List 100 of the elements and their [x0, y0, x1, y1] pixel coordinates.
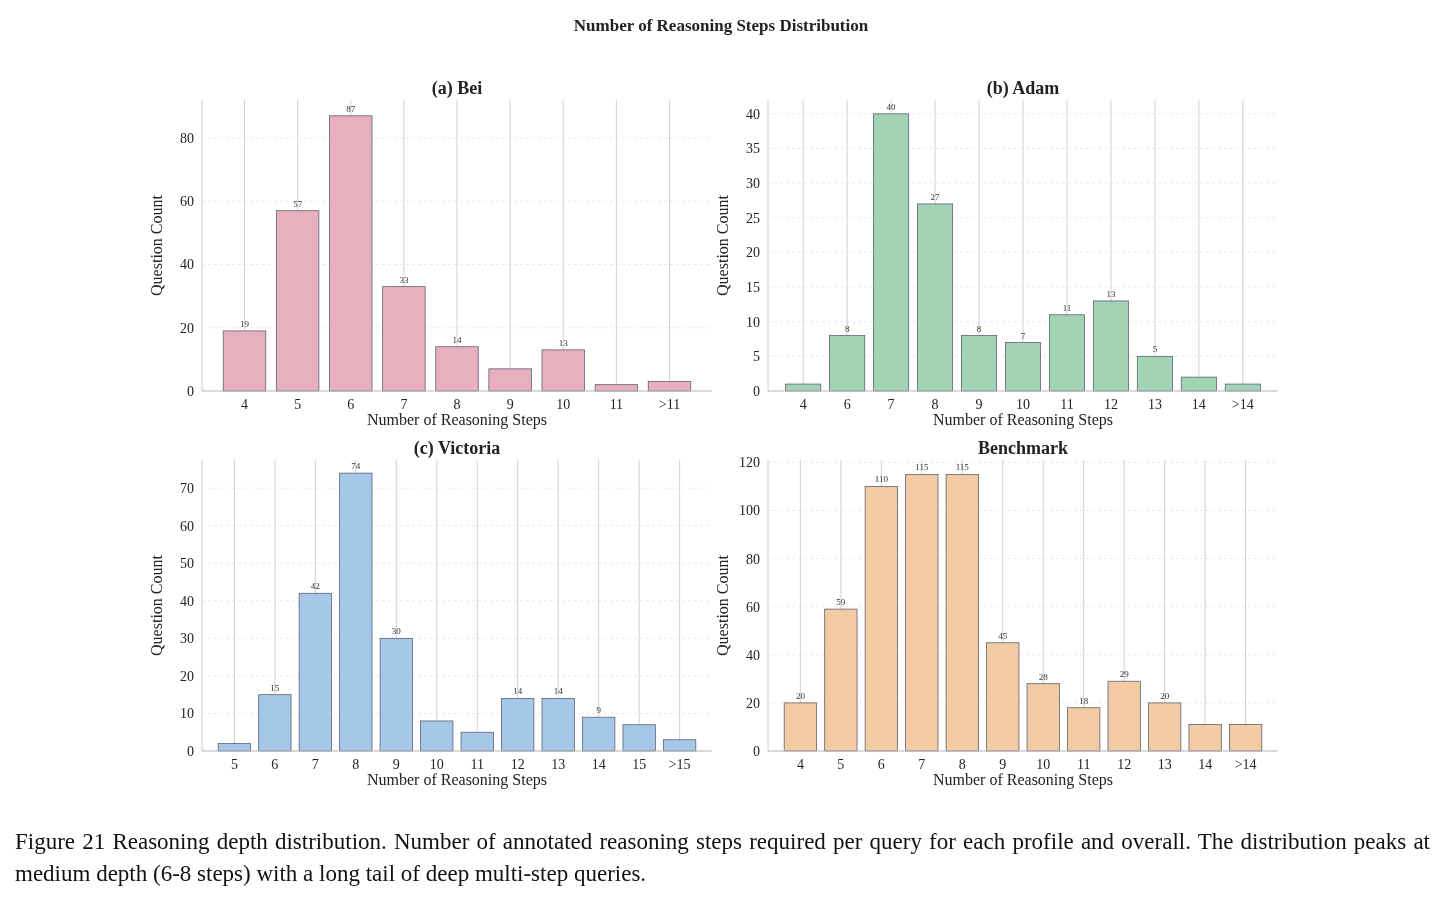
- x-tick-label: 5: [230, 757, 238, 772]
- x-tick-label: 14: [1198, 757, 1213, 772]
- bar: [961, 335, 998, 392]
- y-tick-label: 70: [180, 481, 194, 497]
- x-tick-label: 8: [931, 397, 939, 412]
- data-label: 8: [976, 323, 982, 334]
- bar: [329, 115, 373, 392]
- data-label: 28: [1038, 671, 1049, 682]
- bar: [986, 642, 1020, 752]
- data-label: 57: [293, 198, 303, 209]
- y-tick-label: 20: [180, 668, 194, 684]
- x-tick-label: 12: [1103, 397, 1118, 412]
- data-label: 15: [270, 682, 280, 693]
- x-tick-label: 10: [429, 757, 444, 772]
- x-tick-label: 5: [294, 397, 302, 412]
- x-tick-label: >14: [1231, 397, 1254, 412]
- x-tick-label: 6: [347, 397, 355, 412]
- bar: [1067, 707, 1101, 752]
- x-tick-label: 12: [1117, 757, 1132, 772]
- bar: [1136, 355, 1173, 392]
- bar: [1048, 314, 1085, 392]
- data-label: 115: [955, 462, 970, 473]
- data-label: 13: [1106, 288, 1116, 299]
- text: Number of Reasoning Steps Distribution: [573, 16, 869, 35]
- x-tick-label: 7: [400, 397, 408, 412]
- bar: [1224, 383, 1261, 392]
- x-tick-label: 7: [311, 757, 319, 772]
- data-label: 14: [452, 334, 462, 345]
- x-tick-label: 10: [1036, 757, 1051, 772]
- chart-title: (b) Adam: [986, 78, 1060, 99]
- x-tick-label: 9: [975, 397, 983, 412]
- data-label: 42: [310, 581, 320, 592]
- x-axis-title: Number of Reasoning Steps: [933, 411, 1113, 429]
- data-label: 110: [874, 474, 889, 485]
- bar: [1026, 683, 1060, 752]
- data-label: 40: [886, 101, 897, 112]
- x-tick-label: 5: [837, 757, 845, 772]
- x-tick-label: 11: [470, 757, 484, 772]
- data-label: 11: [1062, 302, 1072, 313]
- y-tick-label: 80: [746, 551, 760, 567]
- x-tick-label: 4: [796, 757, 804, 772]
- bar: [435, 346, 479, 392]
- data-label: 115: [915, 462, 929, 473]
- data-label: 5: [1152, 344, 1158, 355]
- chart-title: (a) Bei: [431, 78, 483, 99]
- x-tick-label: 7: [887, 397, 895, 412]
- x-tick-label: >14: [1234, 757, 1257, 772]
- x-tick-label: 10: [556, 397, 571, 412]
- bar: [663, 739, 697, 752]
- bar: [501, 698, 535, 752]
- x-tick-label: 6: [271, 757, 279, 772]
- x-tick-label: 8: [958, 757, 966, 772]
- data-label: 33: [399, 274, 409, 285]
- bar: [379, 637, 413, 752]
- x-tick-label: >11: [658, 397, 681, 412]
- data-label: 30: [391, 626, 402, 637]
- y-tick-label: 20: [180, 320, 194, 336]
- x-tick-label: 6: [877, 757, 885, 772]
- data-label: 9: [596, 705, 602, 716]
- x-tick-label: 11: [1076, 757, 1091, 772]
- data-label: 20: [1160, 690, 1170, 701]
- data-label: 87: [346, 103, 356, 114]
- bar: [864, 486, 898, 752]
- y-tick-label: 60: [746, 599, 760, 615]
- y-tick-label: 0: [753, 383, 760, 399]
- bar: [420, 720, 454, 752]
- y-tick-label: 120: [739, 455, 760, 471]
- bar: [1188, 724, 1222, 752]
- bar: [945, 474, 979, 752]
- bar: [275, 210, 320, 392]
- x-axis-title: Number of Reasoning Steps: [367, 411, 547, 429]
- bar: [1148, 702, 1182, 752]
- data-label: 13: [558, 337, 569, 348]
- data-label: 45: [998, 630, 1008, 641]
- bar: [1180, 376, 1217, 392]
- x-tick-label: 11: [609, 397, 624, 412]
- y-tick-label: 40: [180, 593, 194, 609]
- x-tick-label: 9: [506, 397, 514, 412]
- y-tick-label: 25: [746, 210, 760, 226]
- y-tick-label: 0: [187, 743, 194, 759]
- data-label: 7: [1020, 330, 1026, 341]
- bar: [488, 368, 532, 392]
- x-tick-label: 9: [392, 757, 400, 772]
- x-tick-label: 4: [799, 397, 807, 412]
- bar: [1107, 680, 1141, 752]
- y-tick-label: 10: [180, 706, 194, 722]
- y-tick-label: 30: [746, 176, 760, 192]
- bar: [824, 608, 858, 752]
- y-tick-label: 40: [746, 106, 760, 122]
- y-tick-label: 80: [180, 130, 194, 146]
- bar: [873, 113, 910, 392]
- y-tick-label: 40: [746, 647, 760, 663]
- bar: [541, 349, 585, 392]
- x-tick-label: >15: [668, 757, 691, 772]
- x-tick-label: 9: [999, 757, 1007, 772]
- x-tick-label: 8: [453, 397, 461, 412]
- x-tick-label: 14: [1191, 397, 1206, 412]
- y-tick-label: 15: [746, 279, 760, 295]
- y-tick-label: 100: [739, 503, 760, 519]
- x-tick-label: 13: [1147, 397, 1162, 412]
